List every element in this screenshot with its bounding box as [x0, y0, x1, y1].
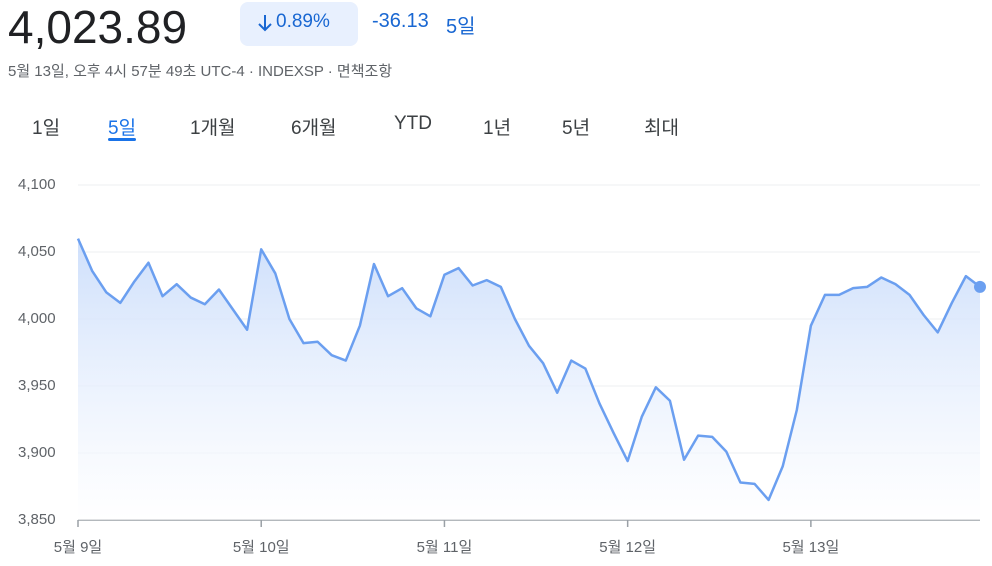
- last-point: [974, 280, 986, 293]
- y-tick-label: 4,050: [18, 243, 56, 260]
- tab[interactable]: 5일: [108, 118, 137, 139]
- y-tick-label: 3,950: [18, 377, 56, 394]
- tab[interactable]: 6개월: [291, 118, 337, 139]
- x-tick-label: 5월 10일: [233, 539, 290, 556]
- area: [78, 238, 980, 520]
- change-percent: 0.89%: [276, 11, 330, 32]
- x-tick-label: 5월 12일: [599, 539, 656, 556]
- tab[interactable]: YTD: [394, 113, 432, 134]
- tab[interactable]: 1일: [32, 118, 61, 139]
- change-period: 5일: [446, 16, 476, 38]
- tab-underline: [108, 138, 136, 141]
- price-line: [76, 238, 981, 502]
- price: 4,023.89: [8, 1, 188, 53]
- subtitle: 5월 13일, 오후 4시 57분 49초 UTC-4 · INDEXSP · …: [8, 63, 393, 80]
- tab[interactable]: 최대: [644, 118, 679, 139]
- y-tick-label: 4,000: [18, 310, 56, 327]
- down-arrow: [258, 15, 272, 32]
- change-value: -36.13: [372, 10, 429, 32]
- x-tick-label: 5월 9일: [54, 539, 102, 556]
- x-tick-label: 5월 11일: [417, 539, 473, 556]
- y-tick-label: 3,900: [18, 444, 56, 461]
- y-tick-label: 3,850: [18, 511, 56, 528]
- x-tick-label: 5월 13일: [782, 539, 839, 556]
- tab[interactable]: 1개월: [190, 118, 236, 139]
- y-tick-label: 4,100: [18, 176, 56, 193]
- tab[interactable]: 5년: [562, 118, 591, 139]
- tab[interactable]: 1년: [483, 118, 512, 139]
